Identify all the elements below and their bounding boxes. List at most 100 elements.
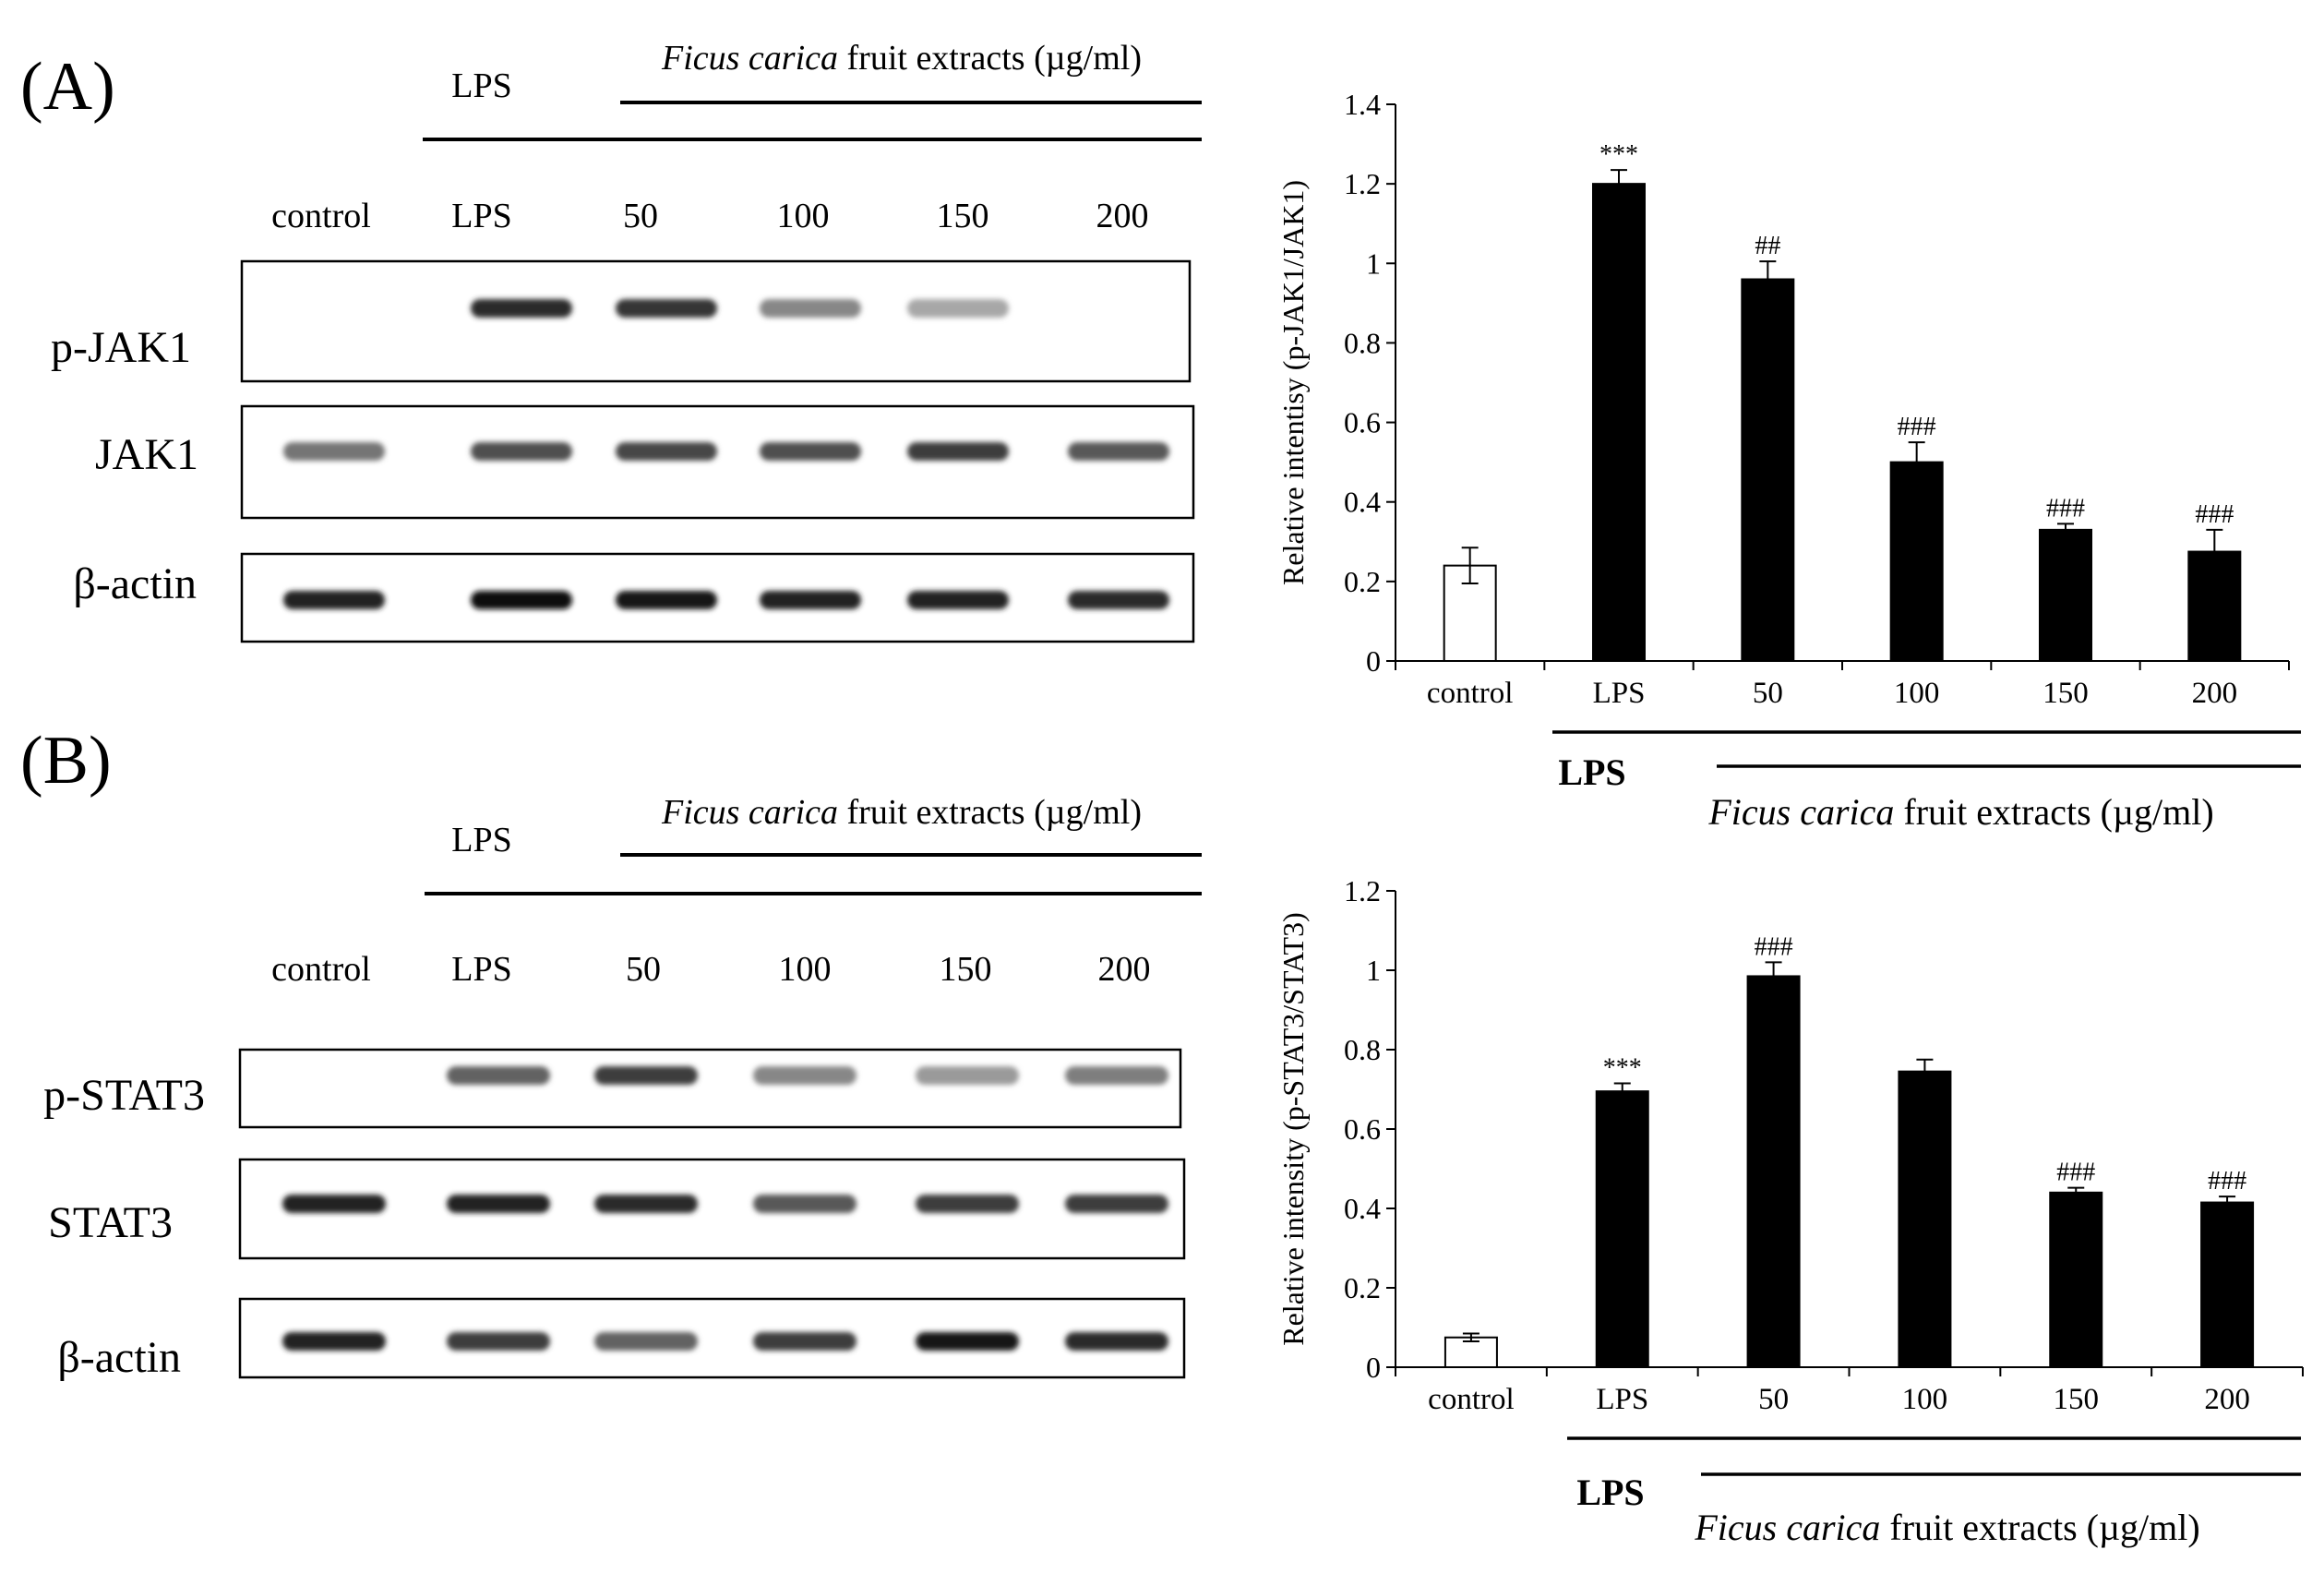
blot-band bbox=[753, 1195, 857, 1213]
blot-band bbox=[282, 1195, 386, 1213]
blot-row-label: p-JAK1 bbox=[51, 323, 191, 372]
panel-b-blot: (B) LPS Ficus carica fruit extracts (µg/… bbox=[20, 723, 1202, 1382]
blot-lane-label: 50 bbox=[623, 197, 658, 235]
blot-band bbox=[594, 1332, 698, 1351]
bar bbox=[2200, 1201, 2255, 1369]
blot-band bbox=[594, 1195, 698, 1213]
blot-band bbox=[907, 442, 1009, 461]
x-tick-label: 50 bbox=[1758, 1383, 1789, 1416]
blot-lane-label: 200 bbox=[1098, 950, 1151, 989]
blot-row-label: JAK1 bbox=[95, 430, 198, 479]
y-tick-label: 0.8 bbox=[1344, 1033, 1381, 1066]
y-tick-label: 0.6 bbox=[1344, 406, 1381, 439]
significance-mark: ## bbox=[1755, 232, 1780, 260]
significance-mark: ### bbox=[2195, 500, 2234, 529]
chart-a-y-tick-labels: 0 0.2 0.4 0.6 0.8 1 1.2 1.4 bbox=[1344, 88, 1381, 678]
chart-a-extract-group-label: Ficus carica fruit extracts (µg/ml) bbox=[1707, 791, 2213, 833]
x-tick-label: 50 bbox=[1753, 677, 1783, 710]
y-tick-label: 0.4 bbox=[1344, 1192, 1381, 1225]
y-tick-label: 1 bbox=[1366, 246, 1381, 280]
y-tick-label: 1.2 bbox=[1344, 167, 1381, 200]
bar bbox=[1741, 278, 1795, 662]
chart-b-category-labels: control LPS 50 100 150 200 bbox=[1428, 1383, 2250, 1416]
blot-lane-label: LPS bbox=[451, 197, 511, 235]
chart-b-axes bbox=[1386, 890, 2304, 1376]
y-tick-label: 1.2 bbox=[1344, 874, 1381, 907]
blot-b-bands bbox=[282, 1066, 1168, 1351]
blot-a-row-box bbox=[240, 259, 1192, 383]
bar bbox=[2049, 1191, 2103, 1369]
x-tick-label: 200 bbox=[2192, 677, 2238, 710]
significance-mark: ### bbox=[2046, 494, 2085, 523]
blot-band bbox=[471, 299, 572, 318]
blot-band bbox=[283, 591, 385, 609]
blot-band bbox=[616, 442, 717, 461]
blot-row-label: β-actin bbox=[73, 559, 197, 608]
chart-a: Relative intentisy (p-JAK1/JAK1) control… bbox=[1276, 88, 2301, 833]
blot-b-row-box bbox=[238, 1297, 1186, 1379]
x-tick-label: control bbox=[1427, 677, 1513, 710]
blot-row-label: β-actin bbox=[57, 1333, 181, 1382]
significance-mark: *** bbox=[1599, 140, 1638, 169]
bar bbox=[1889, 461, 1944, 662]
x-tick-label: 100 bbox=[1902, 1383, 1948, 1416]
blot-band bbox=[594, 1066, 698, 1085]
x-tick-label: 100 bbox=[1894, 677, 1940, 710]
chart-b-lps-group-label: LPS bbox=[1576, 1472, 1644, 1513]
blot-band bbox=[282, 1332, 386, 1351]
chart-b-bars bbox=[1444, 961, 2255, 1369]
x-tick-label: LPS bbox=[1596, 1383, 1648, 1416]
blot-lane-label: 150 bbox=[940, 950, 992, 989]
significance-mark: *** bbox=[1603, 1054, 1642, 1083]
blot-band bbox=[447, 1332, 550, 1351]
blot-a-lane-labels: control LPS 50 100 150 200 bbox=[271, 197, 1148, 235]
bar bbox=[2039, 528, 2092, 662]
blot-band bbox=[916, 1195, 1019, 1213]
blot-b-row-box bbox=[238, 1048, 1182, 1129]
bar bbox=[1898, 1070, 1952, 1369]
chart-b-y-tick-labels: 0 0.2 0.4 0.6 0.8 1 1.2 bbox=[1344, 874, 1381, 1384]
blot-a-row-box bbox=[240, 552, 1195, 643]
y-tick-label: 0.4 bbox=[1344, 486, 1381, 519]
blot-lane-label: LPS bbox=[451, 950, 511, 989]
blot-band bbox=[753, 1066, 857, 1085]
blot-band bbox=[916, 1332, 1019, 1351]
y-tick-label: 0.6 bbox=[1344, 1112, 1381, 1146]
blot-band bbox=[753, 1332, 857, 1351]
blot-a-extract-header: Ficus carica fruit extracts (µg/ml) bbox=[661, 39, 1142, 78]
chart-a-y-axis-label: Relative intentisy (p-JAK1/JAK1) bbox=[1276, 180, 1310, 585]
chart-b-significance-marks: *** ### ### ### bbox=[1603, 932, 2246, 1196]
y-tick-label: 1 bbox=[1366, 954, 1381, 987]
blot-band bbox=[760, 591, 861, 609]
blot-band bbox=[616, 591, 717, 609]
y-tick-label: 0 bbox=[1366, 644, 1381, 678]
chart-a-bars bbox=[1443, 169, 2242, 663]
panel-a-blot: (A) LPS Ficus carica fruit extracts (µg/… bbox=[20, 39, 1202, 643]
y-tick-label: 0.8 bbox=[1344, 326, 1381, 359]
blot-lane-label: 50 bbox=[626, 950, 661, 989]
chart-a-significance-marks: *** ## ### ### ### bbox=[1599, 140, 2234, 529]
blot-band bbox=[616, 299, 717, 318]
blot-lane-label: control bbox=[271, 197, 371, 235]
blot-band bbox=[760, 442, 861, 461]
y-tick-label: 0.2 bbox=[1344, 565, 1381, 598]
bar bbox=[1746, 975, 1801, 1368]
blot-b-lane-labels: control LPS 50 100 150 200 bbox=[271, 950, 1150, 989]
significance-mark: ### bbox=[1755, 932, 1793, 961]
blot-band bbox=[916, 1066, 1019, 1085]
blot-band bbox=[1065, 1332, 1168, 1351]
chart-b-extract-group-label: Ficus carica fruit extracts (µg/ml) bbox=[1694, 1507, 2199, 1548]
panel-a-label: (A) bbox=[20, 49, 115, 125]
blot-band bbox=[907, 591, 1009, 609]
blot-a-bands bbox=[283, 299, 1169, 609]
bar bbox=[1595, 1090, 1649, 1369]
chart-b: Relative intensity (p-STAT3/STAT3) contr… bbox=[1276, 874, 2304, 1548]
x-tick-label: control bbox=[1428, 1383, 1514, 1416]
x-tick-label: 200 bbox=[2204, 1383, 2250, 1416]
blot-band bbox=[471, 591, 572, 609]
blot-band bbox=[447, 1066, 550, 1085]
blot-band bbox=[283, 442, 385, 461]
blot-lane-label: 100 bbox=[777, 197, 830, 235]
significance-mark: ### bbox=[2208, 1167, 2246, 1196]
